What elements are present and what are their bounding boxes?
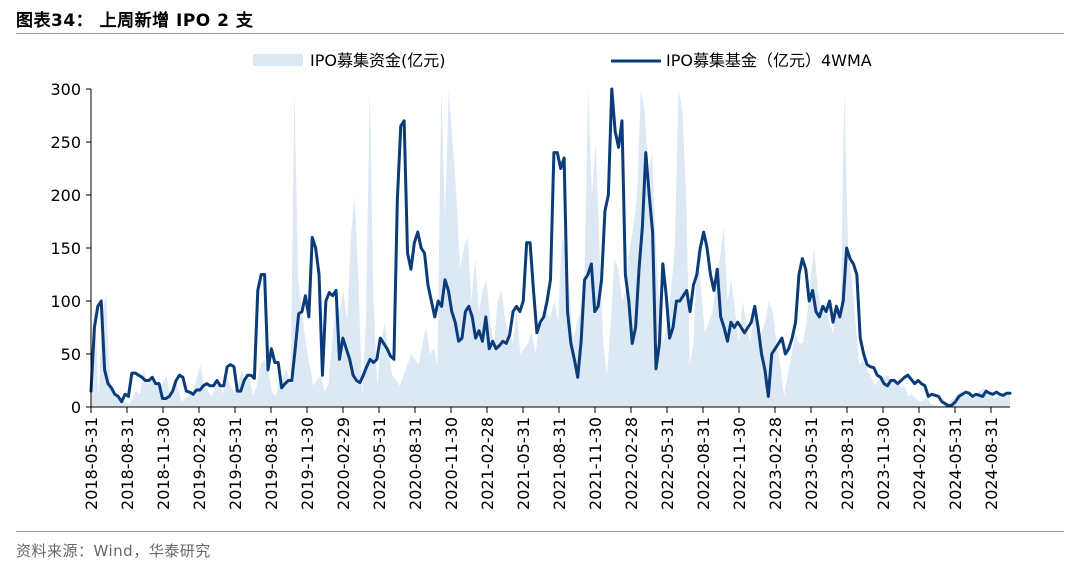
x-tick-label: 2021-11-30	[586, 417, 605, 510]
y-tick-label: 100	[50, 292, 81, 311]
ipo-chart: 0 50 100 150 200 250 300 2018-05-31 2018-08-31 20…	[50, 51, 1012, 510]
y-tick-label: 250	[50, 133, 81, 152]
y-tick-label: 150	[50, 239, 81, 258]
x-tick-label: 2022-08-31	[694, 417, 713, 510]
x-tick-label: 2020-08-31	[406, 417, 425, 510]
x-tick-label: 2019-02-28	[190, 417, 209, 510]
top-rule	[16, 33, 1064, 34]
y-tick-label: 300	[50, 80, 81, 99]
x-tick-label: 2022-11-30	[730, 417, 749, 510]
x-tick-label: 2019-05-31	[226, 417, 245, 510]
x-tick-label: 2023-05-31	[802, 417, 821, 510]
x-tick-label: 2024-05-31	[946, 417, 965, 510]
figure-title: 图表34： 上周新增 IPO 2 支	[16, 11, 254, 31]
x-tick-label: 2023-02-28	[766, 417, 785, 510]
x-tick-label: 2024-02-29	[910, 417, 929, 510]
x-tick-label: 2021-08-31	[550, 417, 569, 510]
x-tick-label: 2020-05-31	[370, 417, 389, 510]
source-note: 资料来源：Wind，华泰研究	[16, 542, 211, 560]
x-tick-label: 2024-08-31	[982, 417, 1001, 510]
figure-header: 图表34： 上周新增 IPO 2 支	[16, 6, 1064, 32]
area-series-ipo-funds	[91, 89, 1010, 407]
y-tick-label: 0	[71, 398, 81, 417]
x-tick-label: 2021-05-31	[514, 417, 533, 510]
legend: IPO募集资金(亿元) IPO募集基金（亿元）4WMA	[253, 51, 872, 70]
x-tick-label: 2018-05-31	[82, 417, 101, 510]
x-tick-label: 2021-02-28	[478, 417, 497, 510]
x-tick-label: 2022-05-31	[658, 417, 677, 510]
x-tick-label: 2023-08-31	[838, 417, 857, 510]
line-series-4wma	[89, 87, 1012, 408]
x-tick-label: 2020-02-29	[334, 417, 353, 510]
legend-label-line: IPO募集基金（亿元）4WMA	[666, 51, 872, 70]
legend-label-area: IPO募集资金(亿元)	[310, 51, 445, 70]
x-tick-label: 2018-11-30	[154, 417, 173, 510]
x-tick-label: 2019-11-30	[298, 417, 317, 510]
x-tick-label: 2019-08-31	[262, 417, 281, 510]
bottom-rule	[16, 531, 1064, 532]
x-tick-label: 2022-02-28	[622, 417, 641, 510]
x-tick-label: 2020-11-30	[442, 417, 461, 510]
x-tick-label: 2018-08-31	[118, 417, 137, 510]
x-tick-label: 2023-11-30	[874, 417, 893, 510]
legend-swatch-area	[253, 54, 303, 66]
y-tick-label: 200	[50, 186, 81, 205]
y-tick-label: 50	[61, 345, 81, 364]
